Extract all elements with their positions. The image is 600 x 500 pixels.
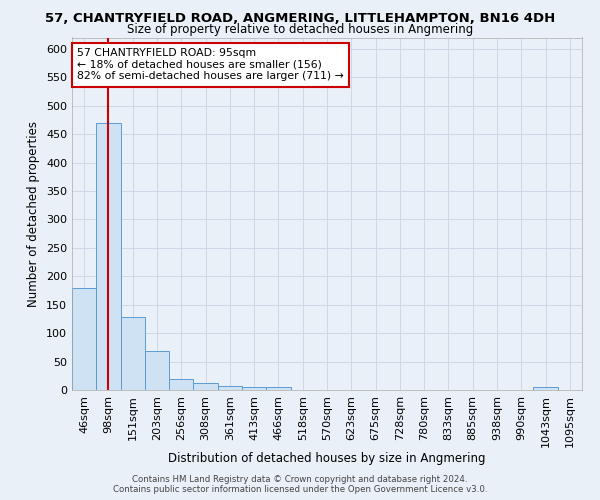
Bar: [533, 386, 558, 390]
Text: 57, CHANTRYFIELD ROAD, ANGMERING, LITTLEHAMPTON, BN16 4DH: 57, CHANTRYFIELD ROAD, ANGMERING, LITTLE…: [45, 12, 555, 24]
Bar: [145, 352, 169, 390]
Y-axis label: Number of detached properties: Number of detached properties: [28, 120, 40, 306]
Bar: [72, 288, 96, 390]
Bar: [242, 387, 266, 390]
Bar: [121, 317, 145, 390]
Text: Size of property relative to detached houses in Angmering: Size of property relative to detached ho…: [127, 22, 473, 36]
X-axis label: Distribution of detached houses by size in Angmering: Distribution of detached houses by size …: [168, 452, 486, 466]
Bar: [266, 387, 290, 390]
Text: 57 CHANTRYFIELD ROAD: 95sqm
← 18% of detached houses are smaller (156)
82% of se: 57 CHANTRYFIELD ROAD: 95sqm ← 18% of det…: [77, 48, 344, 82]
Bar: [193, 383, 218, 390]
Text: Contains HM Land Registry data © Crown copyright and database right 2024.
Contai: Contains HM Land Registry data © Crown c…: [113, 474, 487, 494]
Bar: [96, 123, 121, 390]
Bar: [169, 378, 193, 390]
Bar: [218, 386, 242, 390]
